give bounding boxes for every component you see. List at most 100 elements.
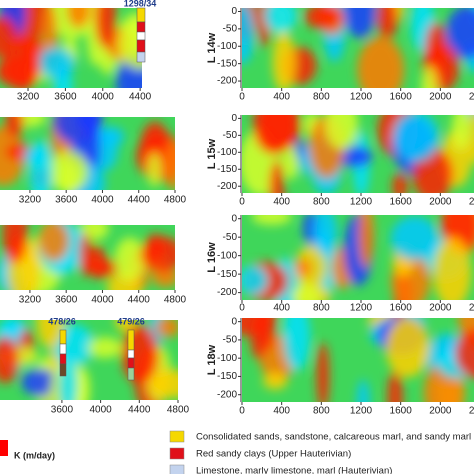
y-tick-label: -150 — [217, 164, 237, 175]
field-blob — [283, 318, 311, 371]
legend-label: Red sandy clays (Upper Hauterivian) — [196, 449, 351, 460]
field-blob — [358, 215, 374, 268]
x-tick-label: 2400 — [469, 406, 474, 417]
x-tick-label: 4400 — [128, 295, 151, 306]
field-blob — [77, 117, 104, 133]
x-tick-label: 4400 — [129, 92, 152, 103]
x-tick-label: 4800 — [167, 405, 190, 416]
x-tick-label: 0 — [239, 406, 245, 417]
field-blob — [36, 47, 76, 79]
y-tick-label: -200 — [217, 389, 237, 400]
field-blob — [66, 8, 91, 28]
field-blob — [5, 117, 24, 138]
x-tick-label: 1600 — [390, 303, 413, 314]
field-blob — [356, 379, 370, 402]
x-tick-label: 800 — [313, 197, 330, 208]
field-blob — [79, 232, 92, 277]
x-tick-label: 0 — [239, 197, 245, 208]
field-blob — [118, 20, 142, 69]
x-tick-label: 4000 — [91, 295, 114, 306]
borehole-segment — [136, 51, 146, 63]
field-blob — [21, 368, 59, 397]
y-tick-label: 0 — [231, 316, 237, 327]
x-tick-label: 1600 — [390, 406, 413, 417]
x-tick-label: 2000 — [429, 303, 452, 314]
y-axis-label: L 15w — [206, 138, 218, 169]
x-tick-label: 400 — [273, 303, 290, 314]
field-blob — [94, 8, 117, 49]
x-tick-label: 3600 — [51, 405, 74, 416]
y-tick-label: -50 — [223, 232, 238, 243]
borehole-segment — [127, 349, 135, 359]
x-tick-label: 4800 — [164, 195, 187, 206]
y-tick-label: -100 — [217, 41, 237, 52]
x-tick-label: 800 — [313, 406, 330, 417]
x-tick-label: 4400 — [128, 195, 151, 206]
heatmap-field — [0, 225, 175, 290]
field-blob — [29, 139, 53, 190]
y-tick-label: -150 — [217, 58, 237, 69]
field-blob — [38, 225, 70, 262]
x-tick-label: 1200 — [350, 303, 373, 314]
field-blob — [59, 160, 79, 190]
field-blob — [242, 265, 268, 296]
borehole-label: 478/26 — [48, 316, 76, 326]
field-blob — [251, 215, 292, 226]
field-blob — [114, 237, 146, 282]
field-blobs — [242, 8, 474, 88]
y-tick-label: 0 — [231, 213, 237, 224]
borehole-segment — [136, 21, 146, 33]
x-tick-label: 4800 — [164, 295, 187, 306]
field-blob — [313, 215, 338, 255]
borehole-label: 1298/34 — [124, 0, 157, 8]
field-blob — [385, 318, 430, 378]
y-axis-label: L 16w — [206, 242, 218, 273]
y-axis-label: L 14w — [206, 32, 218, 63]
field-blob — [242, 8, 255, 65]
x-tick-label: 4000 — [91, 195, 114, 206]
field-blob — [390, 216, 439, 261]
x-tick-label: 800 — [313, 92, 330, 103]
borehole-segment — [136, 39, 146, 53]
field-blob — [0, 336, 20, 384]
x-tick-label: 2000 — [429, 92, 452, 103]
field-blob — [147, 152, 162, 188]
field-blob — [325, 115, 359, 150]
borehole-segment — [136, 31, 146, 41]
x-tick-label: 2400 — [469, 303, 474, 314]
y-tick-label: -100 — [217, 250, 237, 261]
x-tick-label: 3200 — [19, 195, 42, 206]
legend-label: Consolidated sands, sandstone, calcareou… — [196, 432, 474, 443]
x-tick-label: 400 — [273, 197, 290, 208]
field-blobs — [242, 318, 474, 402]
field-blob — [262, 372, 288, 390]
heatmap-field — [0, 117, 175, 190]
field-blob — [376, 8, 398, 39]
borehole-segment — [127, 367, 135, 381]
x-tick-label: 3600 — [54, 92, 77, 103]
field-blob — [155, 320, 178, 338]
x-tick-label: 2000 — [429, 197, 452, 208]
legend-swatch — [169, 464, 185, 474]
field-blob — [343, 8, 376, 39]
borehole-segment — [127, 329, 135, 351]
y-axis-label: L 18w — [206, 344, 218, 375]
x-tick-label: 3200 — [17, 92, 40, 103]
heatmap-field — [242, 115, 474, 193]
field-blob — [316, 342, 330, 402]
colorbar-label: K (m/day) — [14, 450, 55, 460]
heatmap-field — [242, 318, 474, 402]
x-tick-label: 1200 — [350, 197, 373, 208]
x-tick-label: 400 — [273, 406, 290, 417]
field-blob — [387, 370, 403, 402]
borehole-label: 479/26 — [117, 316, 145, 326]
heatmap-field — [0, 320, 178, 400]
heatmap-field — [242, 215, 474, 300]
field-blob — [149, 369, 178, 399]
y-tick-label: 0 — [231, 113, 237, 124]
x-tick-label: 1600 — [390, 197, 413, 208]
x-tick-label: 0 — [239, 92, 245, 103]
y-tick-label: -150 — [217, 269, 237, 280]
field-blob — [3, 38, 41, 88]
y-tick-label: -150 — [217, 371, 237, 382]
